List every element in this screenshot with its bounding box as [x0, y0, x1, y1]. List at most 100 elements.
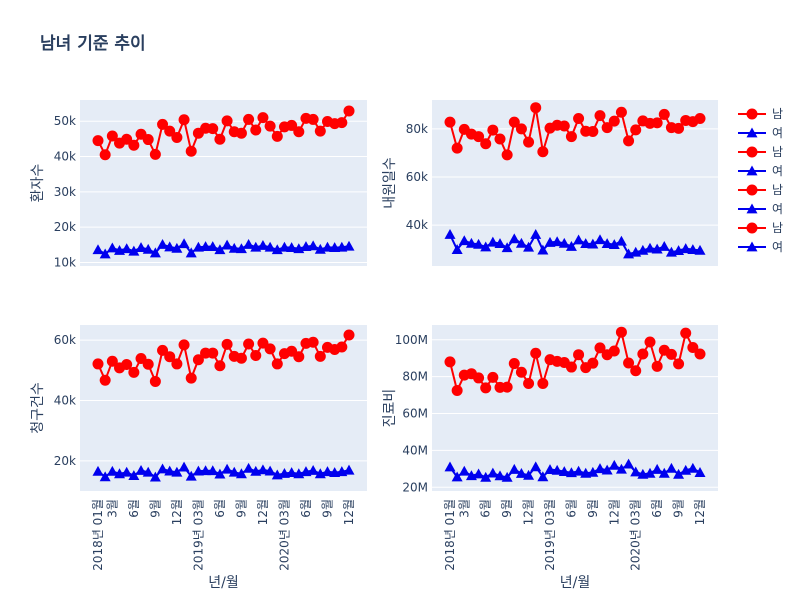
data-point[interactable]	[458, 235, 470, 246]
data-point[interactable]	[157, 238, 169, 249]
data-point[interactable]	[257, 112, 269, 124]
data-point[interactable]	[673, 468, 685, 479]
data-point[interactable]	[171, 242, 183, 253]
data-point[interactable]	[142, 243, 154, 254]
data-point[interactable]	[250, 124, 262, 136]
data-point[interactable]	[329, 242, 341, 253]
data-point[interactable]	[235, 352, 247, 364]
data-point[interactable]	[487, 236, 499, 247]
data-point[interactable]	[257, 464, 269, 475]
data-point[interactable]	[243, 338, 255, 350]
data-point[interactable]	[135, 464, 147, 475]
data-point[interactable]	[651, 117, 663, 129]
data-point[interactable]	[142, 358, 154, 370]
data-point[interactable]	[214, 244, 226, 255]
data-point[interactable]	[444, 228, 456, 239]
data-point[interactable]	[207, 241, 219, 251]
data-point[interactable]	[343, 464, 355, 475]
data-point[interactable]	[523, 469, 535, 480]
data-point[interactable]	[278, 241, 290, 252]
data-point[interactable]	[106, 465, 118, 476]
data-point[interactable]	[121, 359, 133, 371]
data-point[interactable]	[221, 239, 233, 250]
data-point[interactable]	[444, 356, 456, 368]
data-point[interactable]	[99, 374, 111, 386]
data-point[interactable]	[164, 465, 176, 476]
data-point[interactable]	[501, 149, 513, 161]
data-point[interactable]	[530, 461, 542, 472]
data-point[interactable]	[615, 326, 627, 338]
data-point[interactable]	[658, 108, 670, 120]
data-point[interactable]	[207, 123, 219, 135]
data-point[interactable]	[286, 242, 298, 253]
data-point[interactable]	[480, 241, 492, 252]
data-point[interactable]	[565, 361, 577, 373]
data-point[interactable]	[235, 243, 247, 254]
data-point[interactable]	[157, 344, 169, 356]
data-point[interactable]	[544, 464, 556, 475]
data-point[interactable]	[694, 244, 706, 255]
data-point[interactable]	[658, 241, 670, 251]
legend-item[interactable]: 여	[738, 126, 783, 140]
data-point[interactable]	[444, 116, 456, 128]
data-point[interactable]	[694, 467, 706, 477]
data-point[interactable]	[164, 125, 176, 137]
data-point[interactable]	[694, 348, 706, 360]
data-point[interactable]	[106, 242, 118, 253]
data-point[interactable]	[307, 240, 319, 251]
data-point[interactable]	[523, 136, 535, 148]
legend-item[interactable]: 남	[738, 183, 783, 197]
data-point[interactable]	[630, 124, 642, 136]
data-point[interactable]	[480, 382, 492, 394]
legend-item[interactable]: 남	[738, 107, 783, 121]
data-point[interactable]	[149, 471, 161, 482]
data-point[interactable]	[451, 471, 463, 482]
data-point[interactable]	[128, 366, 140, 378]
data-point[interactable]	[623, 357, 635, 369]
data-point[interactable]	[178, 114, 190, 126]
data-point[interactable]	[235, 468, 247, 479]
data-point[interactable]	[515, 237, 527, 248]
data-point[interactable]	[623, 135, 635, 147]
data-point[interactable]	[178, 238, 190, 249]
data-point[interactable]	[673, 122, 685, 134]
data-point[interactable]	[343, 329, 355, 341]
data-point[interactable]	[565, 131, 577, 143]
data-point[interactable]	[501, 242, 513, 253]
data-point[interactable]	[264, 241, 276, 252]
data-point[interactable]	[451, 244, 463, 255]
data-point[interactable]	[99, 149, 111, 161]
data-point[interactable]	[264, 343, 276, 355]
data-point[interactable]	[501, 381, 513, 393]
data-point[interactable]	[228, 466, 240, 477]
data-point[interactable]	[286, 467, 298, 477]
data-point[interactable]	[207, 465, 219, 476]
data-point[interactable]	[92, 135, 104, 147]
data-point[interactable]	[200, 241, 212, 251]
data-point[interactable]	[235, 127, 247, 139]
data-point[interactable]	[149, 148, 161, 160]
data-point[interactable]	[494, 133, 506, 145]
data-point[interactable]	[343, 105, 355, 117]
data-point[interactable]	[587, 466, 599, 477]
data-point[interactable]	[644, 467, 656, 478]
data-point[interactable]	[580, 238, 592, 249]
data-point[interactable]	[192, 354, 204, 366]
data-point[interactable]	[658, 467, 670, 478]
data-point[interactable]	[257, 240, 269, 250]
data-point[interactable]	[243, 462, 255, 473]
data-point[interactable]	[336, 117, 348, 129]
data-point[interactable]	[508, 358, 520, 370]
data-point[interactable]	[537, 146, 549, 158]
data-point[interactable]	[314, 125, 326, 137]
data-point[interactable]	[573, 349, 585, 361]
data-point[interactable]	[451, 142, 463, 154]
data-point[interactable]	[558, 466, 570, 477]
data-point[interactable]	[551, 236, 563, 247]
data-point[interactable]	[615, 463, 627, 474]
data-point[interactable]	[121, 466, 133, 477]
data-point[interactable]	[537, 244, 549, 255]
data-point[interactable]	[601, 122, 613, 134]
data-point[interactable]	[494, 238, 506, 249]
data-point[interactable]	[623, 458, 635, 469]
